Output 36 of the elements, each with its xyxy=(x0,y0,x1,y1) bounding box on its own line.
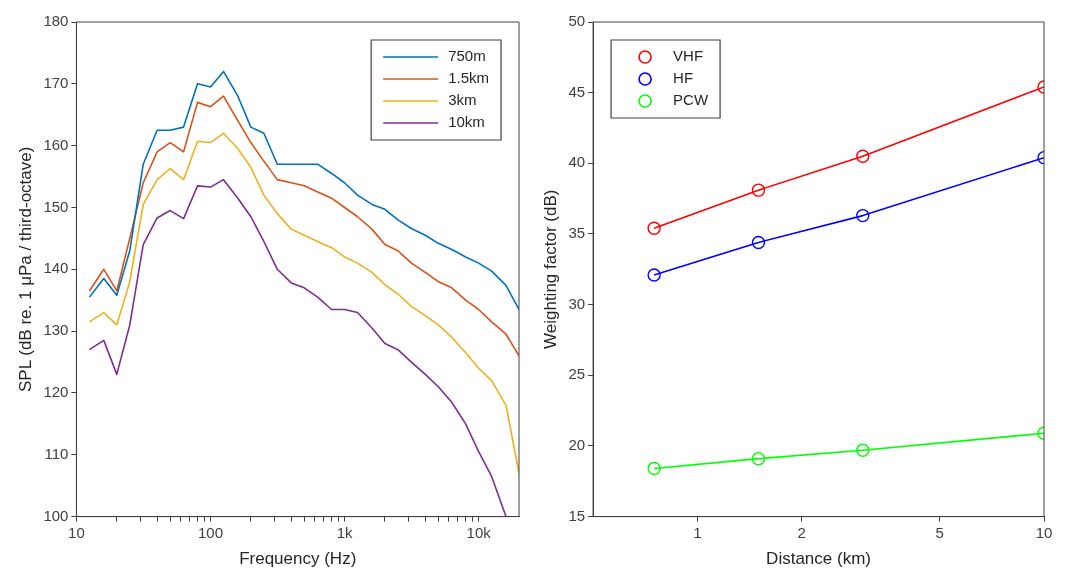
legend-label: 10km xyxy=(448,113,485,131)
x-axis-title: Frequency (Hz) xyxy=(239,549,357,569)
y-axis-title: Weighting factor (dB) xyxy=(540,189,560,349)
x-tick-label: 5 xyxy=(935,523,944,541)
y-tick-label: 30 xyxy=(568,294,586,312)
y-tick-label: 160 xyxy=(43,135,69,153)
legend-label: 750m xyxy=(448,47,486,65)
y-tick-label: 170 xyxy=(43,73,69,91)
y-tick-label: 120 xyxy=(43,383,69,401)
y-tick-label: 180 xyxy=(43,12,69,30)
y-tick-label: 140 xyxy=(43,259,69,277)
y-tick-label: 40 xyxy=(568,153,586,171)
x-axis-title: Distance (km) xyxy=(766,549,871,569)
x-tick-label: 10k xyxy=(466,523,492,541)
y-tick-label: 50 xyxy=(568,12,586,30)
y-tick-label: 20 xyxy=(568,436,586,454)
y-tick-label: 45 xyxy=(568,82,586,100)
x-tick-label: 100 xyxy=(197,523,224,541)
legend-label: VHF xyxy=(673,47,704,65)
x-tick-label: 10 xyxy=(68,523,85,541)
y-tick-label: 15 xyxy=(568,506,586,524)
legend-label: 3km xyxy=(448,91,477,109)
legend-label: PCW xyxy=(673,91,709,109)
y-tick-label: 25 xyxy=(568,365,586,383)
y-axis-title: SPL (dB re. 1 μPa / third-octave) xyxy=(15,146,35,392)
y-tick-label: 100 xyxy=(43,506,69,524)
x-tick-label: 2 xyxy=(797,523,806,541)
y-tick-label: 150 xyxy=(43,197,69,215)
legend-label: 1.5km xyxy=(448,69,490,87)
y-tick-label: 35 xyxy=(568,224,586,242)
x-tick-label: 1k xyxy=(336,523,353,541)
y-tick-label: 110 xyxy=(44,444,69,462)
legend-label: HF xyxy=(673,69,694,87)
x-tick-label: 10 xyxy=(1035,523,1053,541)
x-tick-label: 1 xyxy=(693,523,702,541)
y-tick-label: 130 xyxy=(43,321,69,339)
